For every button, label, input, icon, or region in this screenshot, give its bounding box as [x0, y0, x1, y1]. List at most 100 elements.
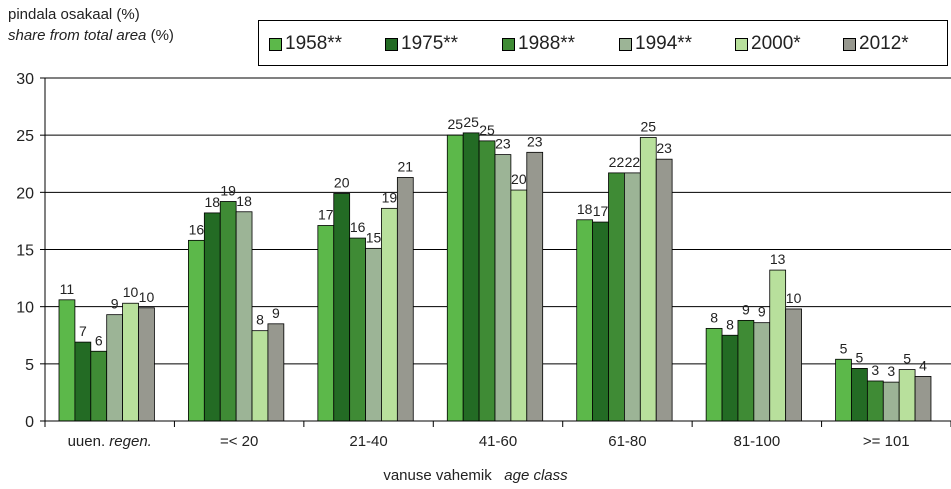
bar [446, 134, 464, 422]
data-label: 19 [220, 182, 236, 198]
bar [608, 172, 625, 422]
y-axis-title-english: share from total area (%) [8, 27, 174, 45]
y-tick-label: 25 [16, 128, 34, 145]
bar [624, 172, 641, 422]
data-label: 16 [189, 221, 205, 237]
legend-item-1988: 1988** [502, 33, 576, 54]
data-label: 9 [758, 304, 766, 320]
y-tick-label: 0 [25, 414, 34, 431]
bar [203, 212, 221, 422]
data-label: 8 [710, 309, 718, 325]
legend-label-1975: 1975** [401, 33, 459, 54]
y-tick-label: 5 [25, 357, 34, 374]
bar [333, 193, 351, 422]
legend-swatch-1958 [269, 37, 282, 51]
data-label: 7 [79, 323, 87, 339]
bar [769, 269, 787, 422]
data-label: 9 [742, 301, 750, 317]
legend-swatch-2012 [843, 37, 856, 51]
x-tick-label: =< 20 [220, 433, 258, 450]
y-tick-label: 20 [16, 185, 34, 202]
data-label: 4 [919, 357, 927, 373]
bar [462, 132, 480, 422]
bar [478, 140, 496, 422]
bar [914, 376, 932, 422]
bar [317, 225, 335, 422]
data-label: 23 [495, 136, 511, 152]
bar [639, 137, 657, 422]
data-label: 15 [366, 229, 382, 245]
data-label: 9 [111, 296, 119, 312]
bar [138, 307, 155, 422]
x-axis-title-italic: age class [504, 467, 568, 484]
data-label: 5 [856, 349, 864, 365]
legend-item-1975: 1975** [385, 33, 459, 54]
x-tick-label: >= 101 [863, 433, 910, 450]
y-axis-title-estonian: pindala osakaal (%) [8, 6, 140, 23]
data-label: 6 [95, 332, 103, 348]
data-labels-group: 11 16 17 25 18 8 5 7 18 20 25 17 8 5 6 19 16 25 22 9 3 9 18 15 2… [60, 114, 927, 379]
data-label: 18 [236, 193, 252, 209]
bar [510, 189, 528, 422]
bar [721, 334, 739, 422]
data-label: 10 [786, 290, 802, 306]
data-label: 5 [903, 351, 911, 367]
data-label: 3 [871, 362, 879, 378]
x-axis-title: vanuse vahemik age class [0, 467, 951, 484]
legend-item-1994: 1994** [619, 33, 692, 54]
legend-item-2012: 2012* [843, 33, 909, 54]
bar [365, 247, 382, 422]
bar [737, 319, 755, 422]
y-tick-label: 10 [16, 300, 34, 317]
data-label: 17 [593, 203, 609, 219]
legend-item-1958: 1958** [269, 33, 343, 54]
legend-label-2012: 2012* [859, 33, 909, 54]
data-label: 21 [398, 158, 414, 174]
data-label: 23 [527, 133, 543, 149]
data-label: 8 [256, 312, 264, 328]
data-label: 18 [577, 201, 593, 217]
bar [851, 368, 868, 422]
data-label: 9 [272, 305, 280, 321]
bar [753, 322, 771, 422]
legend-label-1958: 1958** [285, 33, 343, 54]
x-axis-title-plain: vanuse vahemik [383, 467, 492, 484]
bar [576, 219, 594, 422]
x-tick-label: 21-40 [349, 433, 387, 450]
data-label: 11 [60, 281, 75, 297]
bar [898, 369, 916, 422]
data-label: 20 [511, 171, 527, 187]
data-label: 8 [726, 316, 734, 332]
bar [592, 221, 609, 422]
legend-label-2000: 2000* [751, 33, 801, 54]
data-label: 23 [656, 140, 672, 156]
data-label: 10 [123, 284, 139, 300]
data-label: 18 [204, 194, 220, 210]
legend-item-2000: 2000* [735, 33, 801, 54]
data-label: 22 [609, 154, 625, 170]
bar [349, 237, 366, 422]
bar [705, 327, 723, 422]
y-axis-title-english-unit: (%) [146, 27, 174, 44]
bar [122, 302, 139, 422]
legend-label-1988: 1988** [518, 33, 576, 54]
y-axis-title-english-italic: share from total area [8, 27, 147, 44]
data-label: 17 [318, 206, 334, 222]
bar [251, 330, 269, 422]
bar [58, 299, 76, 422]
x-tick-label: uuen. regen. [68, 433, 152, 450]
bar [396, 177, 414, 422]
data-label: 25 [479, 122, 495, 138]
bars-group [58, 132, 932, 422]
bar [526, 151, 544, 422]
data-label: 16 [350, 219, 366, 235]
data-label: 10 [139, 289, 155, 305]
legend-swatch-1988 [502, 37, 515, 51]
data-label: 13 [770, 251, 786, 267]
x-tick-label: 61-80 [608, 433, 646, 450]
data-label: 25 [640, 118, 656, 134]
bar [835, 358, 852, 422]
x-tick-label: 41-60 [479, 433, 517, 450]
legend-swatch-1994 [619, 37, 632, 51]
